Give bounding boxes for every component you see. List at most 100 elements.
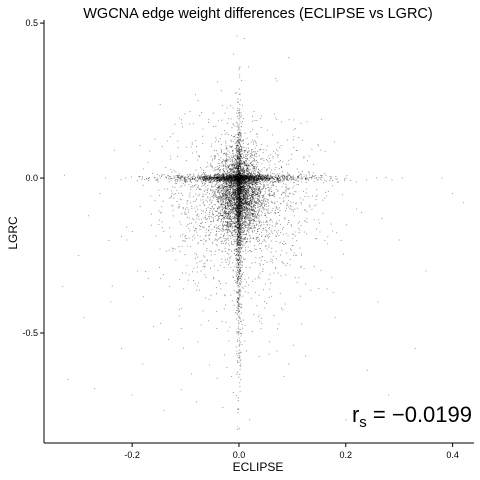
data-point <box>238 192 240 194</box>
data-point <box>253 213 255 215</box>
data-point <box>218 190 220 192</box>
data-point <box>305 355 307 357</box>
data-point <box>265 149 267 151</box>
data-point <box>296 240 298 242</box>
data-point <box>262 200 264 202</box>
data-point <box>177 179 179 181</box>
data-point <box>214 191 216 193</box>
data-point <box>208 320 210 322</box>
data-point <box>220 206 222 208</box>
data-point <box>197 341 199 343</box>
data-point <box>236 171 238 173</box>
data-point <box>234 207 236 209</box>
data-point <box>243 181 245 183</box>
data-point <box>240 158 242 160</box>
data-point <box>178 174 180 176</box>
data-point <box>270 186 272 188</box>
data-point <box>272 175 274 177</box>
data-point <box>88 215 90 217</box>
data-point <box>253 215 255 217</box>
data-point <box>267 180 269 182</box>
data-point <box>284 217 286 219</box>
data-point <box>232 169 234 171</box>
data-point <box>258 227 260 229</box>
data-point <box>254 151 256 153</box>
data-point <box>225 215 227 217</box>
data-point <box>250 211 252 213</box>
data-point <box>171 204 173 206</box>
data-point <box>257 181 259 183</box>
data-point <box>187 209 189 211</box>
data-point <box>252 182 254 184</box>
data-point <box>231 235 233 237</box>
data-point <box>243 238 245 240</box>
data-point <box>236 183 238 185</box>
data-point <box>244 285 246 287</box>
data-point <box>324 150 326 152</box>
data-point <box>206 189 208 191</box>
data-point <box>218 195 220 198</box>
data-point <box>178 207 180 209</box>
data-point <box>220 133 223 136</box>
data-point <box>245 202 247 204</box>
data-point <box>178 315 180 317</box>
data-point <box>252 186 254 189</box>
data-point <box>293 136 295 138</box>
data-point <box>212 219 215 222</box>
data-point <box>225 166 227 168</box>
data-point <box>247 216 249 219</box>
data-point <box>261 188 263 190</box>
data-point <box>233 202 236 204</box>
data-point <box>197 266 199 268</box>
data-point <box>239 201 241 204</box>
data-point <box>278 235 280 237</box>
data-point <box>245 241 247 243</box>
data-point <box>223 266 225 268</box>
data-point <box>274 180 276 182</box>
data-point <box>257 178 259 180</box>
data-point <box>245 233 247 235</box>
data-point <box>258 199 260 201</box>
data-point <box>220 215 222 217</box>
data-point <box>250 177 252 179</box>
data-point <box>257 214 260 216</box>
data-point <box>256 214 258 216</box>
data-point <box>248 284 250 286</box>
data-point <box>246 213 248 215</box>
data-point <box>221 200 223 202</box>
data-point <box>241 148 243 150</box>
data-point <box>242 170 244 172</box>
data-point <box>268 296 270 298</box>
data-point <box>168 177 170 179</box>
data-point <box>228 175 230 177</box>
data-point <box>179 177 181 179</box>
data-point <box>204 273 206 276</box>
data-point <box>309 204 311 206</box>
data-point <box>179 221 181 223</box>
data-point <box>263 221 265 223</box>
data-point <box>241 247 243 249</box>
data-point <box>224 183 226 185</box>
data-point <box>210 164 212 166</box>
data-point <box>270 191 272 193</box>
data-point <box>173 193 175 195</box>
data-point <box>186 174 188 176</box>
data-point <box>209 267 212 269</box>
data-point <box>231 197 234 199</box>
data-point <box>231 234 233 236</box>
data-point <box>271 201 273 203</box>
data-point <box>241 149 243 151</box>
data-point <box>250 202 252 205</box>
data-point <box>234 234 236 236</box>
data-point <box>228 253 230 255</box>
data-point <box>235 214 237 216</box>
data-point <box>245 200 247 202</box>
data-point <box>210 294 212 296</box>
data-point <box>251 189 254 191</box>
data-point <box>254 207 257 210</box>
data-point <box>231 185 233 187</box>
data-point <box>270 188 272 190</box>
data-point <box>254 221 256 223</box>
data-point <box>247 219 249 221</box>
data-point <box>257 202 260 204</box>
